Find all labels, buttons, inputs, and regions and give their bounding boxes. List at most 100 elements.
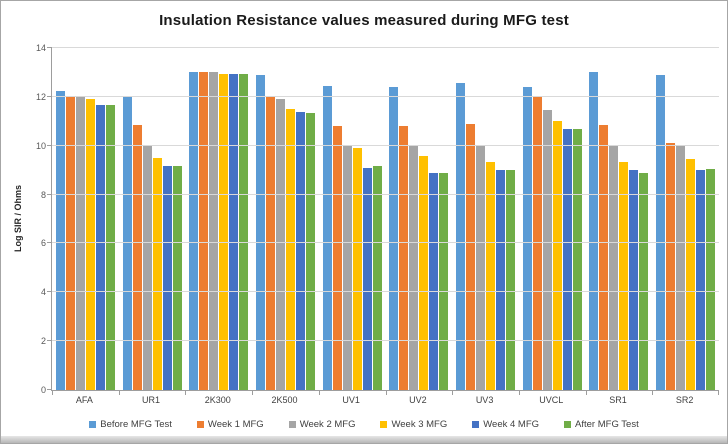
y-axis-tick-label: 4	[40, 287, 46, 297]
bar	[122, 96, 132, 390]
bar	[55, 90, 65, 390]
bar-group-AFA	[52, 48, 119, 390]
bar	[389, 87, 399, 390]
x-axis-tick	[652, 391, 654, 395]
bar	[322, 85, 332, 390]
y-axis-tick	[47, 145, 52, 146]
y-axis-tick	[47, 47, 52, 48]
legend-label: Week 3 MFG	[391, 419, 448, 430]
bar	[265, 96, 275, 390]
bar	[295, 111, 305, 390]
bar	[199, 72, 209, 390]
bar	[476, 145, 486, 390]
bar	[162, 166, 172, 390]
legend-swatch-icon	[288, 421, 296, 428]
bar	[542, 110, 552, 390]
bar	[255, 74, 265, 390]
y-axis-tick-label: 6	[40, 238, 46, 248]
bar	[285, 109, 295, 390]
x-axis-label-UV1: UV1	[342, 395, 360, 405]
bar	[399, 126, 409, 390]
bar	[522, 87, 532, 390]
bar	[552, 121, 562, 390]
x-axis-label-SR2: SR2	[675, 395, 694, 405]
bar	[619, 161, 629, 390]
bar	[429, 172, 439, 390]
legend: Before MFG Test Week 1 MFG Week 2 MFG Week …	[1, 419, 727, 430]
legend-item: Before MFG Test	[89, 419, 172, 430]
bar	[656, 74, 666, 390]
bar	[152, 157, 162, 390]
bar	[706, 168, 716, 390]
legend-label: Week 2 MFG	[299, 419, 356, 430]
bar	[562, 128, 572, 390]
legend-swatch-icon	[564, 421, 572, 428]
bar	[496, 170, 506, 390]
legend-label: Week 4 MFG	[483, 419, 540, 430]
x-axis-tick	[718, 391, 719, 395]
x-axis-label-SR1: SR1	[609, 395, 627, 405]
bar	[209, 72, 219, 390]
bar-group-SR2	[652, 48, 719, 390]
legend-swatch-icon	[380, 421, 388, 428]
bar	[629, 170, 639, 390]
bar	[439, 172, 449, 390]
x-axis-tick	[452, 391, 454, 395]
x-axis-tick	[252, 391, 254, 395]
bar	[189, 72, 199, 390]
x-axis-label-UV3: UV3	[475, 395, 494, 405]
bar	[75, 96, 85, 390]
bar	[686, 159, 696, 390]
bar	[609, 145, 619, 390]
gridline-y-2	[52, 340, 719, 341]
chart-title: Insulation Resistance values measured du…	[159, 12, 569, 29]
y-axis-tick	[47, 242, 52, 243]
bar	[372, 166, 382, 390]
window-bottom-edge	[1, 436, 727, 443]
bar	[352, 148, 362, 390]
bar	[599, 124, 609, 390]
legend-swatch-icon	[472, 421, 480, 428]
legend-label: After MFG Test	[575, 419, 639, 430]
x-axis-label-2K500: 2K500	[271, 395, 298, 405]
gridline-y-14	[52, 47, 719, 48]
bar-groups	[52, 48, 719, 390]
bar	[456, 83, 466, 390]
bar	[676, 144, 686, 390]
bar	[239, 73, 249, 390]
bar-group-2K500	[252, 48, 319, 390]
x-axis-tick	[185, 391, 187, 395]
y-axis-tick-label: 0	[40, 385, 46, 395]
bar	[85, 99, 95, 390]
bar	[419, 155, 429, 390]
gridline-y-12	[52, 96, 719, 97]
bar	[229, 73, 239, 390]
bar	[172, 166, 182, 390]
gridline-y-6	[52, 242, 719, 243]
bar	[342, 145, 352, 390]
bar-group-SR1	[586, 48, 653, 390]
x-axis-label-UV2: UV2	[409, 395, 427, 405]
bar	[639, 172, 649, 390]
x-axis-tick	[585, 391, 587, 395]
y-axis-tick	[47, 96, 52, 97]
bar	[466, 123, 476, 390]
gridline-y-8	[52, 194, 719, 195]
bar	[305, 112, 315, 390]
x-axis-category-labels: AFA UR1 2K300 2K500 UV1 UV2 UV3 UVCL SR1 SR2	[51, 395, 718, 405]
legend-item: Week 4 MFG	[472, 419, 539, 430]
bar-group-UVCL	[519, 48, 586, 390]
bar-group-UV3	[452, 48, 519, 390]
bar	[572, 128, 582, 390]
legend-item: Week 1 MFG	[196, 419, 264, 430]
bar	[532, 96, 542, 390]
bar	[409, 145, 419, 390]
bar-group-2K300	[185, 48, 252, 390]
x-axis-tick	[518, 391, 520, 395]
y-axis-tick	[47, 291, 52, 292]
bar-group-UV2	[386, 48, 453, 390]
y-axis-tick-label: 2	[40, 336, 46, 346]
gridline-y-10	[52, 145, 719, 146]
y-axis-tick	[47, 340, 52, 341]
